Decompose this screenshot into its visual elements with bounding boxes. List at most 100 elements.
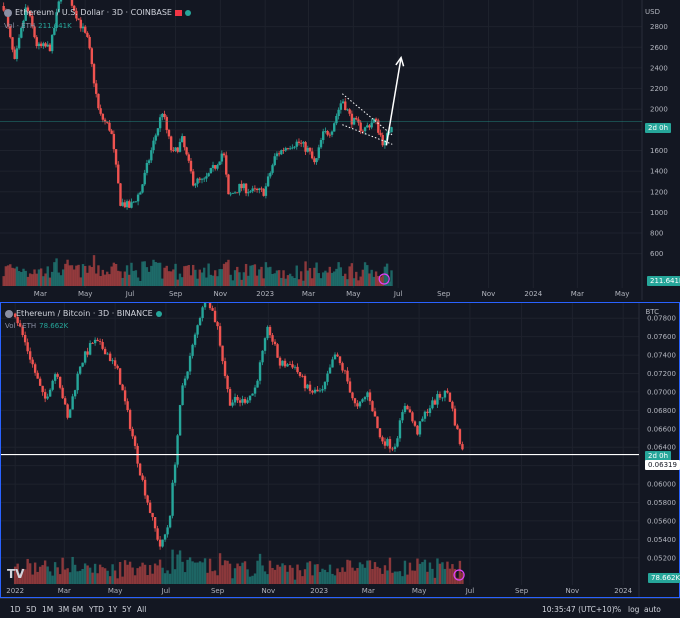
volume-bar bbox=[98, 564, 102, 584]
volume-bar bbox=[90, 267, 94, 286]
log-toggle[interactable]: log bbox=[628, 605, 640, 614]
volume-bar bbox=[243, 561, 247, 584]
candle-body bbox=[338, 356, 342, 364]
timeframe-3m[interactable]: 3M bbox=[58, 605, 70, 614]
candle-body bbox=[150, 150, 153, 161]
eth-btc-pane[interactable]: 0.052000.054000.056000.058000.060000.062… bbox=[0, 302, 680, 598]
volume-bar bbox=[319, 278, 323, 286]
candle-body bbox=[408, 409, 412, 413]
volume-bar bbox=[451, 564, 454, 584]
candle-body bbox=[456, 425, 459, 430]
volume-bar bbox=[351, 567, 354, 584]
clock[interactable]: 10:35:47 (UTC+10) bbox=[542, 605, 615, 614]
volume-bar bbox=[264, 262, 268, 286]
volume-bar bbox=[125, 265, 129, 286]
volume-bar bbox=[158, 262, 162, 286]
candle-body bbox=[189, 160, 193, 172]
candle-body bbox=[123, 390, 127, 402]
flag-icon[interactable] bbox=[174, 9, 182, 16]
volume-bar bbox=[84, 266, 87, 286]
volume-bar bbox=[370, 269, 373, 286]
eth-btc-title: Ethereum / Bitcoin · 3D · BINANCE bbox=[16, 309, 153, 318]
candle-body bbox=[368, 125, 371, 128]
candle-body bbox=[319, 140, 323, 148]
volume-bar bbox=[346, 279, 349, 286]
volume-bar bbox=[183, 266, 186, 286]
volume-bar bbox=[255, 275, 259, 286]
candle-body bbox=[176, 147, 179, 152]
volume-bar bbox=[86, 565, 89, 584]
percent-toggle[interactable]: % bbox=[614, 605, 622, 614]
timeframe-5d[interactable]: 5D bbox=[26, 605, 37, 614]
timeframe-1m[interactable]: 1M bbox=[42, 605, 54, 614]
auto-toggle[interactable]: auto bbox=[644, 605, 661, 614]
volume-bar bbox=[443, 568, 447, 584]
eth-usd-chart[interactable]: 6008001000120014001600180020002200240026… bbox=[0, 0, 680, 300]
candle-body bbox=[359, 122, 362, 131]
candle-body bbox=[43, 392, 47, 399]
candle-body bbox=[141, 475, 144, 480]
last-price-countdown-tag: 2d 0h bbox=[645, 123, 672, 133]
volume-bar bbox=[136, 277, 140, 286]
timeframe-all[interactable]: All bbox=[137, 605, 147, 614]
candle-body bbox=[326, 131, 329, 135]
timeframe-ytd[interactable]: YTD bbox=[89, 605, 104, 614]
candle-body bbox=[260, 188, 263, 190]
candle-body bbox=[379, 132, 382, 136]
candle-body bbox=[126, 401, 129, 411]
tradingview-logo[interactable]: TV bbox=[7, 567, 25, 581]
volume-bar bbox=[31, 274, 34, 286]
candle-body bbox=[68, 409, 72, 418]
volume-bar bbox=[328, 266, 332, 286]
volume-bar bbox=[88, 567, 92, 584]
x-tick-label: Sep bbox=[211, 587, 225, 595]
volume-bar bbox=[448, 568, 452, 584]
volume-bar bbox=[288, 565, 292, 584]
volume-bar bbox=[20, 272, 23, 286]
volume-bar bbox=[240, 279, 243, 286]
candle-body bbox=[95, 83, 98, 94]
candle-body bbox=[361, 399, 364, 402]
volume-bar bbox=[66, 259, 69, 286]
volume-bar bbox=[296, 564, 299, 584]
volume-bar bbox=[128, 274, 131, 286]
volume-bar bbox=[4, 266, 8, 286]
eth-usd-pane[interactable]: 6008001000120014001600180020002200240026… bbox=[0, 0, 680, 300]
y-tick-label: 2400 bbox=[650, 64, 668, 72]
timeframe-6m[interactable]: 6M bbox=[72, 605, 84, 614]
currency-label-btc[interactable]: BTC bbox=[645, 308, 659, 316]
candle-body bbox=[350, 113, 354, 125]
candle-body bbox=[343, 370, 347, 372]
currency-label-usd[interactable]: USD bbox=[645, 8, 660, 16]
volume-bar bbox=[151, 573, 154, 584]
y-tick-label: 1200 bbox=[650, 188, 668, 196]
candle-body bbox=[247, 192, 250, 194]
candle-body bbox=[271, 165, 274, 173]
volume-bar bbox=[176, 554, 179, 584]
candle-body bbox=[236, 396, 239, 401]
candle-body bbox=[101, 113, 105, 120]
volume-bar bbox=[33, 562, 37, 584]
volume-bar bbox=[293, 579, 297, 584]
candle-body bbox=[191, 344, 194, 356]
volume-bar bbox=[73, 564, 77, 584]
volume-bar bbox=[183, 572, 187, 584]
volume-bar bbox=[326, 272, 329, 286]
candle-body bbox=[186, 371, 189, 379]
candle-body bbox=[406, 405, 409, 410]
candle-body bbox=[333, 123, 336, 132]
candle-body bbox=[18, 323, 22, 327]
volume-bar bbox=[42, 276, 45, 286]
volume-bar bbox=[106, 570, 109, 584]
timeframe-1d[interactable]: 1D bbox=[10, 605, 21, 614]
timeframe-1y[interactable]: 1Y bbox=[108, 605, 118, 614]
volume-bar bbox=[113, 570, 117, 584]
candle-body bbox=[147, 160, 151, 163]
y-tick-label: 2800 bbox=[650, 23, 668, 31]
timeframe-5y[interactable]: 5Y bbox=[122, 605, 132, 614]
volume-bar bbox=[180, 277, 184, 286]
candle-body bbox=[303, 376, 307, 389]
candle-body bbox=[268, 326, 272, 336]
eth-btc-chart[interactable]: 0.052000.054000.056000.058000.060000.062… bbox=[1, 303, 679, 597]
candle-body bbox=[426, 411, 429, 414]
